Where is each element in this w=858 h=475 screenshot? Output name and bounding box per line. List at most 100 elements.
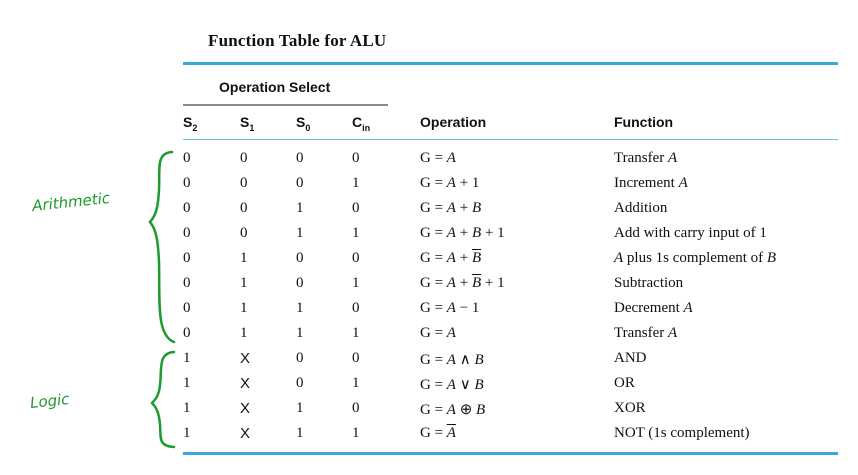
cell-operation: G = A — [420, 325, 456, 342]
cell-s1: 1 — [240, 325, 248, 341]
cell-operation-part: G = — [420, 377, 447, 393]
cell-s1: 1 — [240, 250, 248, 266]
cell-s2: 0 — [183, 175, 191, 191]
cell-s1: X — [240, 375, 251, 392]
header-rule — [183, 139, 838, 140]
cell-function-part: AND — [614, 350, 647, 366]
cell-operation-part: + — [455, 275, 472, 291]
cell-cin: 0 — [352, 350, 360, 366]
cell-operation-part: B — [471, 275, 482, 291]
cell-operation-part: G = — [420, 425, 447, 441]
cell-cin: 1 — [352, 375, 360, 391]
cell-operation: G = A + 1 — [420, 175, 479, 192]
cell-operation-part: G = — [420, 175, 447, 191]
cell-function: NOT (1s complement) — [614, 425, 750, 442]
cell-function: A plus 1s complement of B — [614, 250, 776, 267]
cell-cin: 0 — [352, 250, 360, 266]
bottom-rule — [183, 452, 838, 455]
cell-operation-part: B — [471, 250, 482, 266]
cell-operation-part: A — [446, 425, 456, 441]
table-title: Function Table for ALU — [208, 31, 387, 50]
cell-operation-part: A — [446, 352, 456, 368]
header-cin: Cin — [352, 114, 371, 133]
cell-function-part: Addition — [614, 200, 668, 216]
cell-operation: G = A + B + 1 — [420, 225, 505, 242]
header-s2: S2 — [183, 114, 198, 133]
cell-operation-part: B — [471, 200, 482, 216]
cell-s2: 0 — [183, 275, 191, 291]
cell-operation-part: + 1 — [481, 275, 505, 291]
cell-operation-part: A — [446, 175, 456, 191]
cell-operation-part: G = — [420, 402, 447, 418]
cell-operation: G = A — [420, 150, 456, 167]
header-operation: Operation — [420, 114, 487, 130]
cell-function-part: B — [766, 250, 777, 266]
cell-operation-part: + — [455, 250, 472, 266]
cell-operation-part: G = — [420, 225, 447, 241]
cell-operation-part: ∨ — [455, 377, 475, 393]
cell-s1: 0 — [240, 150, 248, 166]
cell-cin: 0 — [352, 400, 360, 416]
cell-function: Decrement A — [614, 300, 693, 317]
cell-operation-part: A — [446, 402, 456, 418]
cell-function: Increment A — [614, 175, 688, 192]
cell-operation-part: B — [476, 402, 486, 418]
cell-operation-part: A — [446, 325, 456, 341]
cell-operation-part: A — [446, 300, 456, 316]
cell-s1: X — [240, 400, 251, 417]
cell-s0: 0 — [296, 275, 304, 291]
cell-s2: 0 — [183, 225, 191, 241]
cell-operation-part: − 1 — [455, 300, 480, 316]
cell-s2: 0 — [183, 250, 191, 266]
cell-s0: 0 — [296, 250, 304, 266]
cell-function-part: A — [668, 150, 678, 166]
cell-operation-part: A — [446, 377, 456, 393]
cell-operation-part: B — [474, 352, 484, 368]
cell-operation: G = A ∧ B — [420, 350, 484, 369]
cell-s1: 0 — [240, 175, 248, 191]
cell-s2: 0 — [183, 300, 191, 316]
cell-operation-part: A — [446, 250, 456, 266]
cell-operation: G = A − 1 — [420, 300, 479, 317]
cell-s1: X — [240, 350, 251, 367]
cell-function: Add with carry input of 1 — [614, 225, 767, 242]
cell-function: Subtraction — [614, 275, 683, 292]
arithmetic-brace — [148, 150, 176, 344]
cell-s2: 0 — [183, 325, 191, 341]
operation-select-label: Operation Select — [219, 79, 331, 95]
cell-function: Transfer A — [614, 325, 677, 342]
cell-operation: G = A — [420, 425, 456, 442]
cell-cin: 0 — [352, 300, 360, 316]
cell-function-part: A — [668, 325, 678, 341]
cell-s0: 0 — [296, 350, 304, 366]
cell-operation-part: G = — [420, 352, 447, 368]
cell-s1: X — [240, 425, 251, 442]
cell-cin: 1 — [352, 325, 360, 341]
cell-operation-part: A — [446, 200, 456, 216]
cell-operation-part: G = — [420, 200, 447, 216]
cell-cin: 0 — [352, 150, 360, 166]
cell-operation-part: G = — [420, 250, 447, 266]
cell-s0: 1 — [296, 300, 304, 316]
cell-function: OR — [614, 375, 635, 392]
header-s1: S1 — [240, 114, 255, 133]
cell-operation-part: A — [446, 275, 456, 291]
cell-s0: 1 — [296, 400, 304, 416]
cell-cin: 1 — [352, 175, 360, 191]
cell-s0: 0 — [296, 375, 304, 391]
cell-operation-part: ⊕ — [455, 402, 477, 418]
cell-function-part: Transfer — [614, 150, 669, 166]
cell-function: Transfer A — [614, 150, 677, 167]
cell-s1: 1 — [240, 275, 248, 291]
cell-operation-part: + — [455, 200, 472, 216]
cell-function-part: NOT (1s complement) — [614, 425, 750, 441]
cell-function-part: A — [614, 250, 624, 266]
cell-function-part: Increment — [614, 175, 679, 191]
cell-operation-part: B — [474, 377, 484, 393]
cell-cin: 1 — [352, 425, 360, 441]
logic-brace — [150, 350, 176, 449]
cell-s1: 0 — [240, 225, 248, 241]
cell-s2: 0 — [183, 200, 191, 216]
cell-operation-part: + 1 — [455, 175, 480, 191]
